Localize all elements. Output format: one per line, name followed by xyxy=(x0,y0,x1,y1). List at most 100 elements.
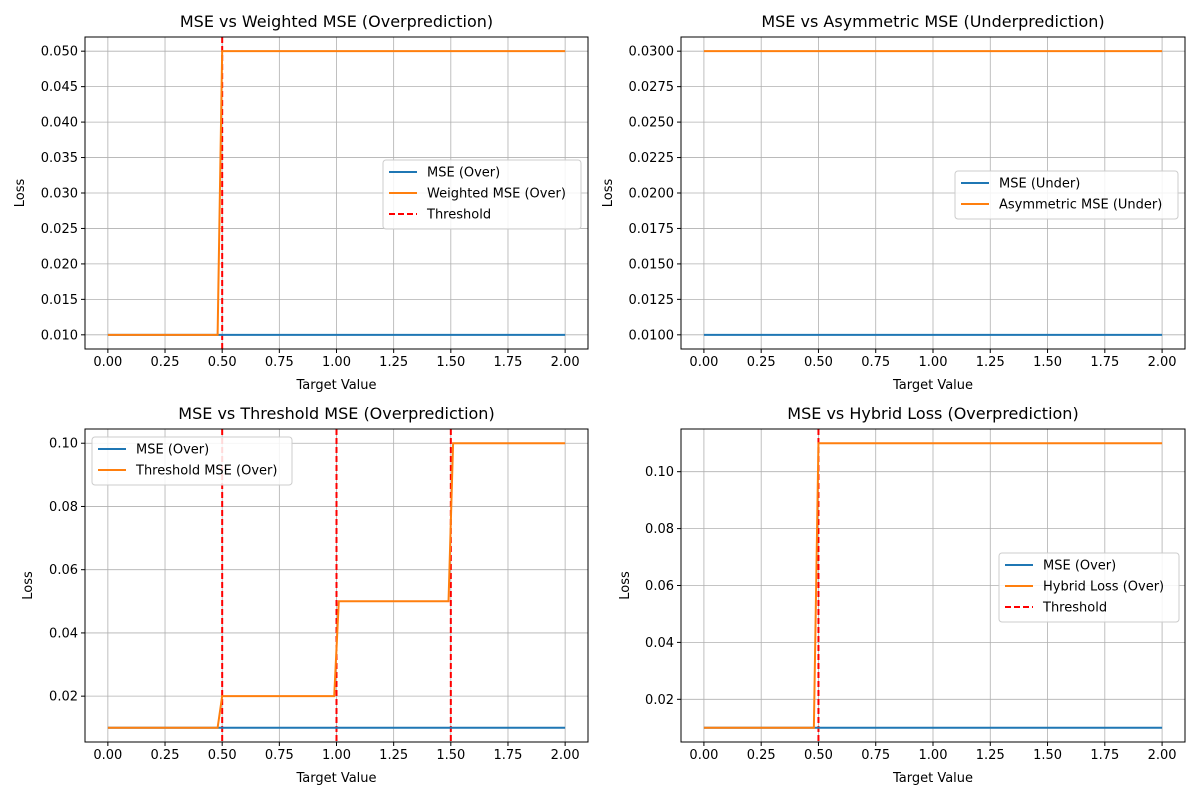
y-axis-label: Loss xyxy=(13,179,28,208)
chart-panel-asymmetric-mse: 0.00 0.25 0.50 0.75 1.00 1.25 1.50 1.75 2.00 0.01… xyxy=(601,12,1186,393)
y-tick-label: 0.035 xyxy=(41,151,78,166)
x-tick-label: 0.50 xyxy=(804,748,833,763)
legend-label: Threshold MSE (Over) xyxy=(135,464,277,479)
x-tick-label: 2.00 xyxy=(551,355,580,370)
x-tick-label: 0.50 xyxy=(208,748,237,763)
legend-label: MSE (Over) xyxy=(136,443,209,458)
y-tick-label: 0.040 xyxy=(41,116,78,131)
y-tick-label: 0.010 xyxy=(41,328,78,343)
legend: MSE (Over) Hybrid Loss (Over) Threshold xyxy=(998,552,1180,623)
y-tick-label: 0.0150 xyxy=(629,257,675,272)
legend: MSE (Over) Weighted MSE (Over) Threshold xyxy=(382,159,582,230)
y-tick-label: 0.0225 xyxy=(629,151,675,166)
chart-title: MSE vs Weighted MSE (Overprediction) xyxy=(180,12,493,31)
legend-label: Hybrid Loss (Over) xyxy=(1043,580,1164,595)
y-tick-label: 0.0200 xyxy=(629,187,675,202)
x-tick-label: 1.50 xyxy=(436,748,465,763)
y-tick-label: 0.020 xyxy=(41,257,78,272)
legend-box xyxy=(91,436,293,486)
x-tick-label: 1.25 xyxy=(379,748,408,763)
x-tick-label: 0.75 xyxy=(861,355,890,370)
chart-title: MSE vs Threshold MSE (Overprediction) xyxy=(178,404,494,423)
x-axis-label: Target Value xyxy=(295,378,376,393)
y-tick-label: 0.0125 xyxy=(629,293,675,308)
legend-box xyxy=(382,159,582,230)
x-tick-label: 0.25 xyxy=(747,355,776,370)
x-tick-label: 0.25 xyxy=(151,748,180,763)
x-tick-label: 0.50 xyxy=(208,355,237,370)
y-tick-label: 0.0275 xyxy=(629,80,675,95)
y-tick-label: 0.08 xyxy=(49,500,78,515)
series-line-1 xyxy=(107,442,566,729)
chart-panel-weighted-mse: 0.00 0.25 0.50 0.75 1.00 1.25 1.50 1.75 2.00 0.01… xyxy=(13,12,589,393)
x-tick-label: 0.00 xyxy=(93,355,122,370)
x-tick-label: 1.25 xyxy=(379,355,408,370)
series-line-1 xyxy=(703,442,1163,729)
x-tick-label: 0.50 xyxy=(804,355,833,370)
x-tick-label: 1.50 xyxy=(436,355,465,370)
legend-label: MSE (Under) xyxy=(999,177,1080,192)
x-tick-label: 0.75 xyxy=(861,748,890,763)
x-tick-label: 1.75 xyxy=(494,355,523,370)
y-tick-label: 0.06 xyxy=(645,579,674,594)
legend: MSE (Under) Asymmetric MSE (Under) xyxy=(954,170,1179,220)
y-tick-label: 0.04 xyxy=(645,636,674,651)
chart-panel-threshold-mse: 0.00 0.25 0.50 0.75 1.00 1.25 1.50 1.75 2.00 0.02… xyxy=(21,404,589,786)
series-line-1 xyxy=(107,50,566,336)
y-tick-label: 0.0100 xyxy=(629,328,675,343)
y-axis-label: Loss xyxy=(618,571,633,600)
y-tick-label: 0.050 xyxy=(41,45,78,60)
y-tick-label: 0.045 xyxy=(41,80,78,95)
x-tick-label: 1.00 xyxy=(322,355,351,370)
legend-box xyxy=(998,552,1180,623)
x-tick-label: 1.75 xyxy=(1090,748,1119,763)
x-tick-label: 1.25 xyxy=(976,748,1005,763)
legend-label: MSE (Over) xyxy=(1043,559,1116,574)
y-tick-label: 0.015 xyxy=(41,293,78,308)
legend-label: Weighted MSE (Over) xyxy=(427,187,566,202)
y-axis-label: Loss xyxy=(601,179,616,208)
y-tick-label: 0.10 xyxy=(645,465,674,480)
x-tick-label: 1.00 xyxy=(322,748,351,763)
x-tick-label: 2.00 xyxy=(1148,355,1177,370)
legend-label: Threshold xyxy=(426,208,491,223)
x-axis-label: Target Value xyxy=(892,378,973,393)
x-tick-label: 0.25 xyxy=(747,748,776,763)
y-tick-label: 0.02 xyxy=(645,693,674,708)
x-tick-label: 0.00 xyxy=(93,748,122,763)
legend-box xyxy=(954,170,1179,220)
y-tick-label: 0.030 xyxy=(41,187,78,202)
y-tick-label: 0.025 xyxy=(41,222,78,237)
x-axis-label: Target Value xyxy=(892,771,973,786)
x-tick-label: 2.00 xyxy=(1148,748,1177,763)
chart-title: MSE vs Asymmetric MSE (Underprediction) xyxy=(761,12,1104,31)
y-tick-label: 0.08 xyxy=(645,522,674,537)
x-tick-label: 1.75 xyxy=(1090,355,1119,370)
y-tick-label: 0.0300 xyxy=(629,45,675,60)
x-tick-label: 2.00 xyxy=(551,748,580,763)
x-tick-label: 0.00 xyxy=(689,748,718,763)
x-tick-label: 1.50 xyxy=(1033,748,1062,763)
x-tick-label: 1.00 xyxy=(919,748,948,763)
x-tick-label: 0.25 xyxy=(151,355,180,370)
y-tick-label: 0.0175 xyxy=(629,222,675,237)
y-tick-label: 0.0250 xyxy=(629,116,675,131)
y-tick-label: 0.06 xyxy=(49,563,78,578)
chart-title: MSE vs Hybrid Loss (Overprediction) xyxy=(787,404,1078,423)
legend-label: MSE (Over) xyxy=(427,166,500,181)
y-axis-label: Loss xyxy=(21,571,36,600)
legend-label: Threshold xyxy=(1042,601,1107,616)
y-tick-label: 0.04 xyxy=(49,626,78,641)
y-tick-label: 0.02 xyxy=(49,690,78,705)
x-tick-label: 0.75 xyxy=(265,355,294,370)
x-tick-label: 0.00 xyxy=(689,355,718,370)
x-axis-label: Target Value xyxy=(295,771,376,786)
x-tick-label: 1.50 xyxy=(1033,355,1062,370)
x-tick-label: 0.75 xyxy=(265,748,294,763)
x-tick-label: 1.75 xyxy=(494,748,523,763)
legend: MSE (Over) Threshold MSE (Over) xyxy=(91,436,293,486)
y-tick-label: 0.10 xyxy=(49,437,78,452)
chart-panel-hybrid-loss: 0.00 0.25 0.50 0.75 1.00 1.25 1.50 1.75 2.00 0.02… xyxy=(618,404,1186,786)
legend-label: Asymmetric MSE (Under) xyxy=(999,198,1162,213)
